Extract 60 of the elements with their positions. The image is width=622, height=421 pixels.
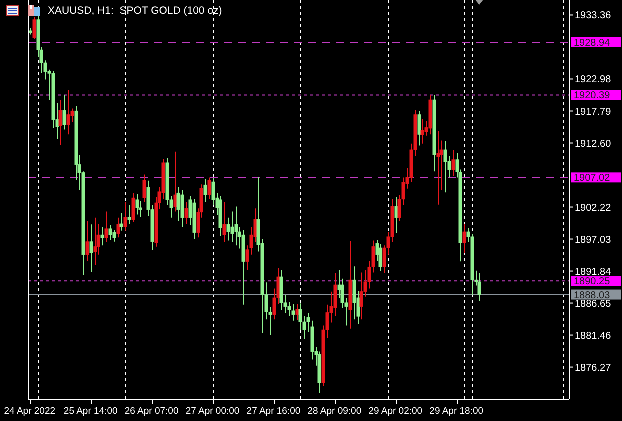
candlestick [420,118,424,144]
x-tick-label: 26 Apr 07:00 [124,406,179,417]
ref-line-label: 1907.02 [574,173,611,184]
candlestick [234,206,238,246]
y-tick-label: 1881.46 [575,330,612,342]
candlestick [292,304,296,322]
candlestick [62,94,66,130]
candlestick [444,140,448,194]
y-tick-label: 1933.36 [575,10,612,22]
candlestick [360,272,364,320]
y-tick-label: 1902.22 [575,202,612,214]
candlestick [180,190,184,228]
candlestick [142,174,146,203]
x-tick-label: 28 Apr 09:00 [308,406,362,417]
candlestick [222,202,226,244]
y-tick-label: 1917.79 [575,106,612,118]
candlestick [86,220,90,262]
candlestick [104,211,108,244]
y-tick-label: 1886.65 [575,298,612,310]
x-tick-label: 27 Apr 00:00 [186,406,240,417]
y-tick-label: 1876.27 [575,362,612,374]
ref-line-label: 1928.94 [574,38,611,49]
candlestick [94,217,98,266]
candlestick [230,211,234,244]
candlestick [132,192,136,223]
y-tick-label: 1922.98 [575,74,612,86]
candlestick [100,226,104,246]
ref-line-label: 1890.25 [574,276,611,288]
x-tick-label: 29 Apr 18:00 [430,406,484,417]
candlestick [418,110,422,146]
text: XAUUSD, H1: SPOT GOLD (100 oz) [48,5,222,17]
candlestick [452,150,456,176]
ref-line-label: 1888.03 [574,290,611,302]
candlestick [116,217,120,238]
candlestick [436,131,440,206]
candlestick [208,177,212,200]
candlestick [120,213,124,232]
candlestick [184,202,188,225]
x-tick-label: 27 Apr 16:00 [246,406,301,417]
candlestick [352,266,356,320]
x-tick-label: 24 Apr 2022 [4,406,56,417]
candlestick [32,16,36,40]
ref-line-label: 1920.39 [574,90,611,102]
candlestick [462,224,466,254]
candlestick [136,194,140,216]
candlestick [58,100,62,146]
candlestick [378,244,382,272]
candlestick [112,230,116,242]
candlestick [204,178,208,203]
candlestick [66,90,70,136]
y-tick-label: 1897.03 [575,234,612,246]
candlestick [478,272,482,302]
y-tick-label: 1912.60 [575,138,612,150]
y-tick-label: 1891.84 [575,266,612,278]
candlestick [128,205,132,225]
x-tick-label: 25 Apr 14:00 [64,406,118,417]
candlestick [108,224,112,241]
x-tick-label: 29 Apr 02:00 [368,406,423,417]
candlestick [124,202,128,232]
candlestick [90,224,94,273]
